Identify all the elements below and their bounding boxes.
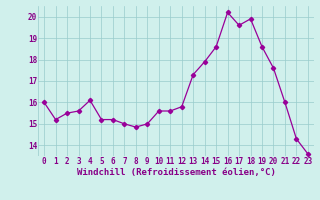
X-axis label: Windchill (Refroidissement éolien,°C): Windchill (Refroidissement éolien,°C) [76,168,276,177]
